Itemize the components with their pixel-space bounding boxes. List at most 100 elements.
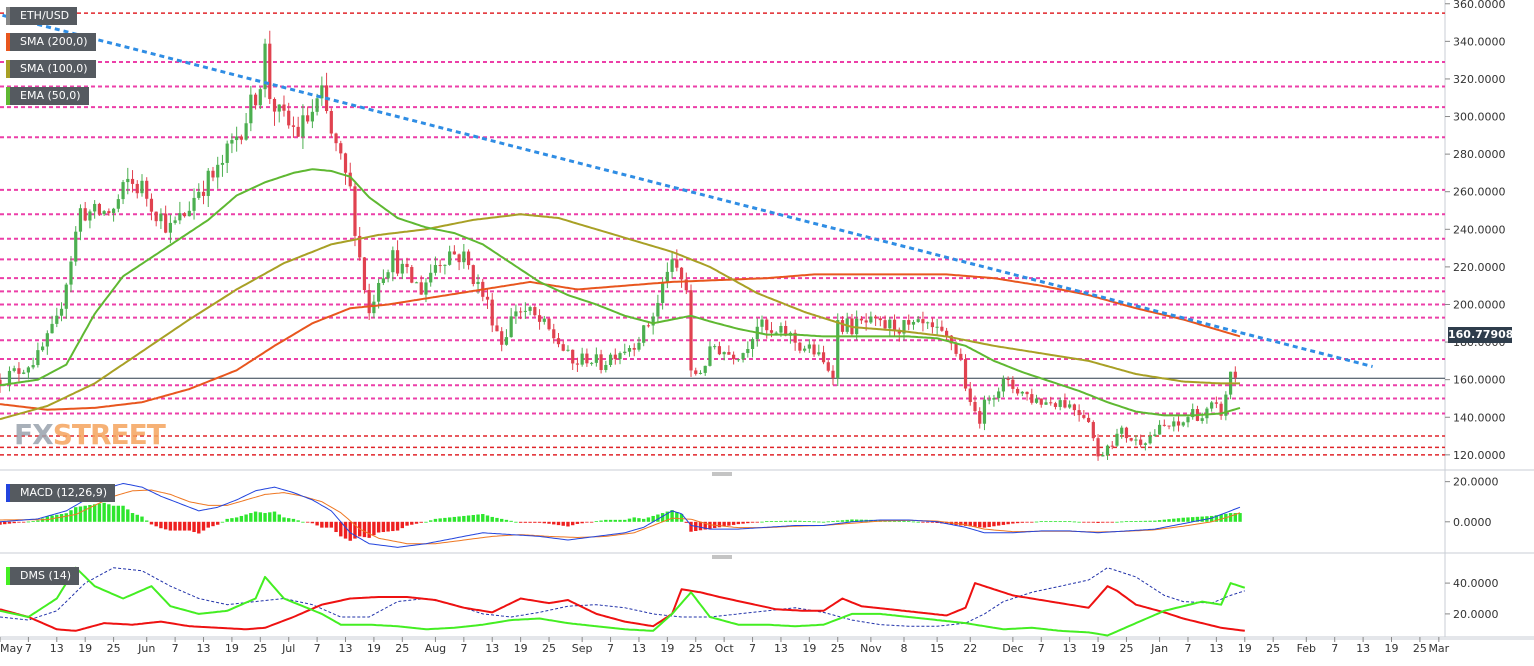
main-y-tick-label: 320.0000	[1453, 73, 1506, 86]
candle-body	[760, 319, 764, 327]
macd-histogram-bar	[320, 521, 324, 528]
macd-histogram-bar	[1006, 521, 1010, 525]
macd-y-tick-label: 0.0000	[1453, 516, 1492, 529]
macd-line	[0, 483, 1241, 548]
candle-body	[1101, 455, 1105, 457]
macd-histogram-bar	[414, 521, 419, 524]
candle-body	[358, 235, 362, 258]
macd-histogram-bar	[1101, 521, 1105, 523]
candle-body	[287, 110, 291, 126]
candle-body	[353, 186, 357, 236]
candle-body	[386, 272, 390, 279]
candle-body	[59, 308, 64, 316]
candle-body	[178, 213, 182, 221]
candle-body	[869, 316, 873, 323]
symbol-label[interactable]: ETH/USD	[6, 7, 78, 25]
macd-histogram-bar	[78, 506, 83, 522]
candle-body	[916, 319, 920, 322]
candle-body	[381, 278, 385, 283]
candle-body	[343, 153, 348, 173]
macd-histogram-bar	[845, 519, 849, 522]
candle-body	[708, 346, 712, 366]
macd-histogram-bar	[339, 521, 343, 537]
macd-histogram-bar	[817, 521, 821, 523]
sma100-label[interactable]: SMA (100,0)	[6, 60, 96, 78]
macd-histogram-bar	[107, 504, 111, 522]
candle-body	[883, 320, 887, 329]
candle-body	[1120, 427, 1124, 434]
macd-histogram-bar	[495, 517, 499, 522]
macd-y-tick-label: 20.0000	[1453, 476, 1499, 489]
candle-body	[220, 162, 225, 165]
candle-body	[1011, 379, 1015, 389]
sma100-swatch	[6, 60, 10, 78]
macd-histogram-bar	[1214, 515, 1219, 522]
macd-histogram-bar	[7, 521, 12, 524]
x-tick-label: 13	[632, 642, 646, 655]
candle-body	[239, 136, 243, 140]
macd-histogram-bar	[130, 513, 135, 522]
candle-body	[116, 199, 120, 209]
macd-histogram-bar	[1172, 518, 1176, 522]
x-axis: May 7 13 19 25 Jun 7 13 19 25 Jul 7 13 19 25 Aug 7 13 19 25…	[0, 637, 1450, 655]
macd-histogram-bar	[897, 520, 901, 522]
ema50-label[interactable]: EMA (50,0)	[6, 87, 89, 105]
macd-histogram-bar	[618, 519, 622, 522]
macd-histogram-bar	[1020, 521, 1025, 523]
macd-histogram-bar	[1228, 513, 1233, 522]
macd-histogram-bar	[433, 518, 438, 522]
x-tick-label: Feb	[1297, 642, 1316, 655]
macd-histogram-bar	[1238, 513, 1242, 522]
macd-histogram-bar	[604, 519, 608, 522]
candle-body	[613, 354, 617, 360]
candle-body	[230, 140, 234, 144]
candle-body	[93, 203, 97, 212]
candle-body	[149, 198, 154, 212]
macd-histogram-bar	[750, 521, 755, 523]
macd-histogram-bar	[821, 521, 826, 523]
dms-y-tick-label: 20.0000	[1453, 608, 1499, 621]
candle-body	[978, 411, 982, 424]
candle-body	[1077, 410, 1081, 416]
main-y-tick-label: 220.0000	[1453, 261, 1506, 274]
candle-body	[1072, 404, 1076, 411]
macd-histogram-bar	[963, 521, 968, 526]
candle-body	[0, 379, 2, 386]
candle-body	[405, 263, 409, 268]
candle-body	[954, 343, 958, 354]
x-tick-label: 7	[1184, 642, 1191, 655]
x-tick-label: 25	[1413, 642, 1427, 655]
macd-histogram-bar	[996, 521, 1001, 526]
candle-body	[973, 401, 977, 412]
candle-body	[907, 320, 911, 325]
macd-histogram-bar	[840, 520, 845, 522]
candle-body	[949, 335, 953, 344]
candle-body	[1233, 371, 1237, 378]
candle-body	[107, 211, 111, 214]
sma200-label[interactable]: SMA (200,0)	[6, 33, 96, 51]
macd-histogram-bar	[178, 521, 182, 531]
candle-body	[1068, 404, 1072, 408]
macd-histogram-bar	[982, 521, 987, 528]
macd-histogram-bar	[31, 521, 35, 522]
macd-label[interactable]: MACD (12,26,9)	[6, 484, 116, 502]
candle-body	[471, 265, 475, 285]
candle-body	[50, 323, 54, 334]
candle-body	[902, 320, 906, 334]
macd-histogram-bar	[1143, 520, 1148, 522]
macd-histogram-bar	[798, 520, 802, 522]
candle-body	[476, 281, 480, 285]
candle-body	[197, 191, 201, 198]
candle-body	[296, 126, 300, 137]
candle-body	[656, 302, 660, 317]
x-tick-label: 19	[802, 642, 816, 655]
dms-panel: 40.0000 20.0000	[0, 566, 1499, 637]
macd-histogram-bar	[613, 519, 617, 522]
candle-body	[1134, 439, 1138, 441]
candle-body	[258, 89, 262, 106]
dms-label[interactable]: DMS (14)	[6, 567, 80, 585]
last-price-tag: 160.77908	[1448, 327, 1514, 343]
macd-histogram-bar	[831, 521, 835, 522]
candle-body	[1200, 418, 1204, 421]
